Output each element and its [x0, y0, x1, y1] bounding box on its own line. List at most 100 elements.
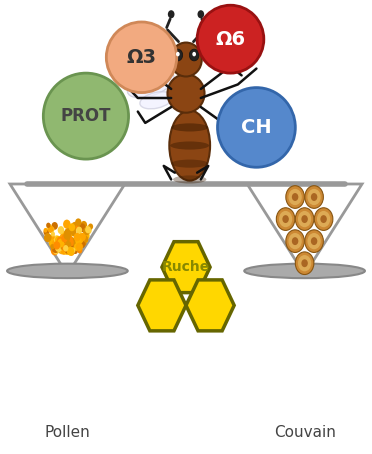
- Circle shape: [59, 246, 65, 254]
- Circle shape: [78, 223, 86, 232]
- Circle shape: [60, 234, 66, 241]
- Ellipse shape: [127, 71, 174, 98]
- Circle shape: [64, 245, 68, 250]
- Circle shape: [56, 238, 64, 247]
- Circle shape: [311, 237, 317, 245]
- Circle shape: [64, 232, 72, 241]
- Circle shape: [78, 239, 86, 248]
- Text: CH: CH: [241, 118, 272, 137]
- Circle shape: [44, 229, 49, 236]
- Circle shape: [80, 221, 87, 229]
- Circle shape: [83, 236, 88, 242]
- Circle shape: [295, 208, 314, 230]
- Ellipse shape: [170, 43, 202, 77]
- Circle shape: [84, 238, 88, 243]
- Circle shape: [44, 233, 51, 242]
- Circle shape: [189, 49, 199, 61]
- Circle shape: [60, 245, 68, 254]
- Circle shape: [75, 237, 82, 245]
- Circle shape: [67, 247, 72, 254]
- Circle shape: [305, 186, 323, 208]
- Circle shape: [298, 211, 311, 227]
- Circle shape: [76, 242, 83, 251]
- Circle shape: [67, 225, 71, 230]
- Circle shape: [77, 235, 84, 243]
- Circle shape: [61, 232, 66, 237]
- Circle shape: [71, 245, 78, 253]
- Circle shape: [60, 245, 68, 255]
- Circle shape: [68, 245, 75, 254]
- Ellipse shape: [167, 74, 205, 113]
- Circle shape: [61, 247, 65, 252]
- Circle shape: [173, 49, 183, 61]
- Ellipse shape: [218, 88, 295, 167]
- Circle shape: [69, 237, 75, 244]
- Circle shape: [63, 244, 71, 253]
- Circle shape: [66, 247, 73, 255]
- Circle shape: [63, 239, 71, 249]
- Circle shape: [76, 233, 83, 242]
- Circle shape: [46, 222, 51, 228]
- Circle shape: [46, 224, 52, 231]
- Circle shape: [168, 10, 174, 18]
- Circle shape: [67, 247, 74, 256]
- Circle shape: [44, 228, 48, 233]
- Circle shape: [64, 248, 70, 255]
- Circle shape: [311, 193, 317, 201]
- Circle shape: [176, 52, 180, 56]
- Circle shape: [75, 242, 81, 250]
- Circle shape: [61, 242, 69, 252]
- Circle shape: [73, 248, 78, 254]
- Circle shape: [282, 215, 289, 223]
- Circle shape: [76, 227, 82, 234]
- Circle shape: [292, 193, 298, 201]
- Circle shape: [314, 208, 333, 230]
- Circle shape: [68, 247, 75, 256]
- Circle shape: [60, 234, 65, 240]
- Circle shape: [68, 237, 73, 243]
- Circle shape: [71, 239, 76, 246]
- Circle shape: [74, 243, 81, 251]
- Circle shape: [59, 239, 63, 244]
- Circle shape: [65, 241, 71, 249]
- Circle shape: [288, 189, 302, 205]
- Circle shape: [76, 234, 82, 241]
- Circle shape: [69, 245, 74, 252]
- Circle shape: [84, 226, 92, 234]
- Circle shape: [307, 189, 321, 205]
- Circle shape: [53, 247, 60, 254]
- Circle shape: [62, 243, 69, 252]
- Circle shape: [65, 245, 69, 250]
- Ellipse shape: [170, 142, 209, 150]
- Text: Pollen: Pollen: [45, 425, 90, 440]
- Circle shape: [65, 247, 72, 255]
- Ellipse shape: [171, 123, 208, 132]
- Circle shape: [74, 247, 77, 252]
- Circle shape: [55, 238, 61, 245]
- Circle shape: [63, 246, 68, 252]
- Ellipse shape: [173, 175, 206, 183]
- Circle shape: [63, 246, 68, 253]
- Circle shape: [292, 237, 298, 245]
- Circle shape: [65, 249, 68, 253]
- Circle shape: [83, 232, 90, 240]
- Circle shape: [57, 239, 64, 247]
- Circle shape: [77, 247, 82, 253]
- Circle shape: [57, 247, 62, 252]
- Circle shape: [69, 246, 75, 253]
- Circle shape: [71, 222, 78, 230]
- Ellipse shape: [171, 159, 208, 168]
- Circle shape: [307, 233, 321, 249]
- Circle shape: [68, 239, 75, 247]
- Circle shape: [50, 234, 55, 240]
- Circle shape: [53, 243, 59, 251]
- Ellipse shape: [106, 22, 177, 93]
- Circle shape: [69, 225, 73, 229]
- Circle shape: [67, 243, 75, 253]
- Polygon shape: [186, 280, 234, 331]
- Circle shape: [54, 235, 60, 243]
- Circle shape: [63, 245, 68, 252]
- Circle shape: [64, 228, 72, 238]
- Circle shape: [66, 249, 70, 254]
- Circle shape: [64, 235, 73, 245]
